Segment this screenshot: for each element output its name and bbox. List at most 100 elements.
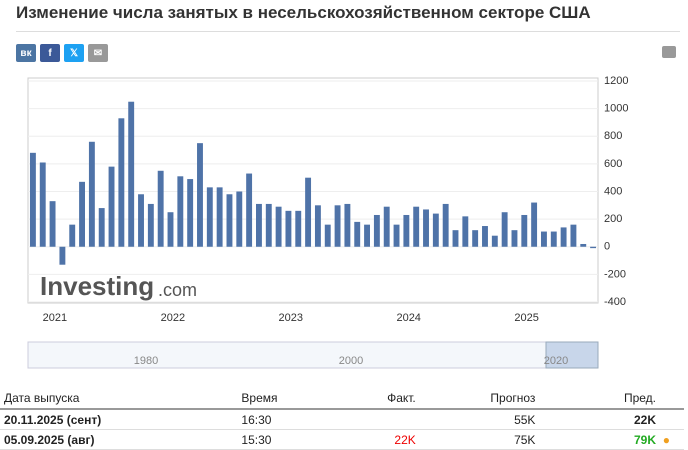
y-tick-label: 0	[604, 241, 610, 253]
col-header: Факт.	[336, 388, 420, 410]
col-header: Дата выпуска	[0, 388, 238, 410]
bar	[482, 226, 488, 247]
bar	[314, 205, 321, 247]
page-title: Изменение числа занятых в несельскохозяй…	[16, 3, 591, 22]
bar	[383, 206, 390, 247]
bar	[128, 101, 135, 247]
watermark: Investing	[40, 271, 154, 301]
cell-time: 15:30	[237, 429, 337, 450]
bar	[462, 216, 469, 247]
bar	[216, 187, 223, 247]
cell-actual: 22K	[336, 429, 420, 450]
cell-date: 20.11.2025 (сент)	[0, 409, 238, 430]
cell-previous: 22K	[539, 409, 684, 430]
bar	[305, 177, 312, 247]
previous-value: 79K	[633, 432, 656, 447]
bar	[511, 230, 518, 247]
bar	[206, 187, 213, 247]
bar	[29, 152, 36, 247]
y-tick-label: 1000	[604, 103, 628, 115]
bar	[236, 191, 243, 247]
separator	[16, 31, 680, 32]
watermark-suffix: .com	[158, 280, 197, 300]
bar	[452, 230, 459, 247]
bar	[108, 166, 115, 247]
y-tick-label: -400	[604, 296, 626, 308]
bar	[334, 205, 341, 247]
x-tick-label: 2024	[396, 312, 420, 324]
share-vk[interactable]: вк	[16, 44, 36, 62]
navigator-label: 2000	[339, 355, 363, 367]
navigator-label: 1980	[134, 355, 158, 367]
y-tick-label: 800	[604, 130, 622, 142]
bar	[226, 194, 233, 247]
bar	[590, 246, 597, 249]
bar	[423, 209, 429, 247]
col-header: Время	[237, 388, 337, 410]
bar	[197, 143, 203, 247]
bar	[79, 181, 85, 247]
x-tick-label: 2023	[279, 312, 303, 324]
navigator-window[interactable]	[545, 341, 599, 369]
navigator[interactable]	[27, 341, 599, 369]
bar	[118, 118, 125, 247]
bar	[373, 214, 380, 247]
y-tick-label: 200	[604, 213, 622, 225]
bar	[295, 210, 302, 247]
cell-actual	[336, 409, 420, 430]
bar	[167, 212, 174, 247]
bar	[157, 170, 164, 247]
bar	[550, 231, 557, 247]
bar	[147, 203, 154, 247]
bar	[39, 162, 46, 247]
bar	[324, 224, 331, 247]
bar	[393, 224, 400, 247]
bar	[49, 201, 56, 247]
bar	[560, 227, 567, 247]
share-bar: вк f 𝕏 ✉	[16, 44, 108, 62]
bar	[256, 203, 262, 247]
bar	[138, 194, 144, 247]
bar	[501, 212, 508, 247]
cell-time: 16:30	[237, 409, 337, 430]
bar	[275, 206, 282, 247]
x-tick-label: 2022	[161, 312, 185, 324]
share-x[interactable]: 𝕏	[64, 44, 84, 62]
bar	[570, 224, 577, 247]
bar	[69, 224, 76, 247]
bar	[246, 173, 253, 247]
bar	[59, 246, 66, 265]
cell-forecast: 75K	[419, 429, 540, 450]
status-dot: ●	[662, 432, 670, 447]
bar	[541, 231, 547, 247]
y-tick-label: 1200	[604, 75, 628, 87]
bar	[442, 203, 449, 247]
y-tick-label: 600	[604, 158, 622, 170]
col-header: Прогноз	[419, 388, 540, 410]
plot-frame	[27, 77, 599, 304]
bar	[88, 141, 95, 247]
y-tick-label: 400	[604, 185, 622, 197]
col-header: Пред.	[539, 388, 684, 410]
bar	[413, 206, 420, 247]
bar	[432, 213, 439, 247]
cell-forecast: 55K	[419, 409, 540, 430]
y-tick-label: -200	[604, 268, 626, 280]
x-tick-label: 2025	[514, 312, 538, 324]
bar	[187, 179, 194, 247]
bar	[580, 243, 587, 247]
bar	[403, 214, 410, 247]
bar	[521, 214, 528, 247]
bar	[364, 224, 370, 247]
navigator-label: 2020	[544, 355, 568, 367]
bar	[285, 210, 292, 247]
x-tick-label: 2021	[43, 312, 67, 324]
cell-date: 05.09.2025 (авг)	[0, 429, 238, 450]
print-icon[interactable]	[662, 46, 676, 58]
share-email[interactable]: ✉	[88, 44, 108, 62]
bar	[98, 208, 105, 247]
chart: Investing .com -400 -200 0 200 400 600 800 1000…	[27, 46, 676, 369]
bar	[531, 202, 538, 247]
share-facebook[interactable]: f	[40, 44, 60, 62]
